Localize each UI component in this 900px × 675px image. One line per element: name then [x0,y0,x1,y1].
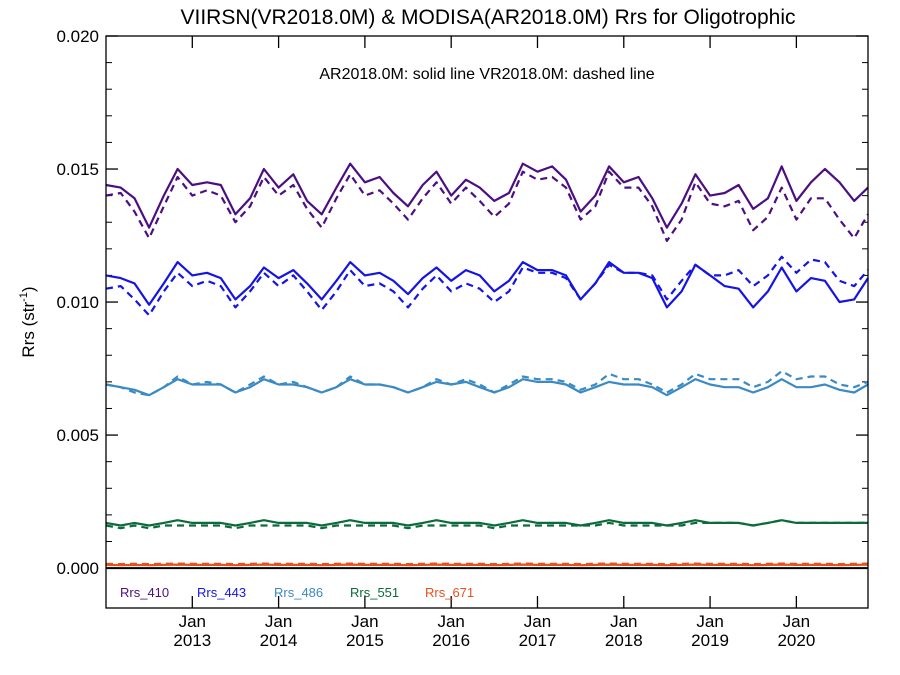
series-line-rrs-671-vr2018-0m [105,562,869,566]
series-line-rrs-486-vr2018-0m [105,370,869,397]
x-tick-label-month: Jan [783,612,810,631]
y-tick-label: 0.010 [56,293,99,312]
x-tick-label-month: Jan [610,612,637,631]
x-tick-label-month: Jan [265,612,292,631]
series-line-rrs-671 [105,563,869,567]
series-line-rrs-410 [105,162,869,229]
y-axis-label-close: ) [19,286,38,292]
y-axis: 0.000 0.005 0.010 0.015 0.020 [56,27,868,578]
legend-item: Rrs_486 [274,585,323,600]
x-axis: Jan2013Jan2014Jan2015Jan2016Jan2017Jan20… [173,36,815,650]
legend-item: Rrs_551 [350,585,399,600]
x-tick-label-year: 2015 [346,631,384,650]
x-tick-label-year: 2014 [260,631,298,650]
x-tick-label-year: 2016 [432,631,470,650]
x-tick-label-month: Jan [351,612,378,631]
legend: Rrs_410 Rrs_443 Rrs_486 Rrs_551 Rrs_671 [120,585,474,600]
legend-item: Rrs_443 [197,585,246,600]
x-tick-label-year: 2019 [691,631,729,650]
chart-title: VIIRSN(VR2018.0M) & MODISA(AR2018.0M) Rr… [180,6,795,29]
plot-frame [105,35,869,609]
y-axis-label-main: Rrs (str [19,302,38,358]
x-tick-label-year: 2013 [173,631,211,650]
series-line-rrs-486 [105,378,869,397]
x-tick-label-year: 2020 [777,631,815,650]
legend-item: Rrs_671 [425,585,474,600]
x-tick-label-year: 2018 [605,631,643,650]
x-tick-label-month: Jan [179,612,206,631]
y-tick-label: 0.000 [56,559,99,578]
plot-series [105,162,869,567]
y-axis-label-superscript: -1 [18,292,30,302]
series-line-rrs-410-vr2018-0m [105,170,869,242]
y-tick-label: 0.020 [56,27,99,46]
series-line-rrs-443 [105,261,869,309]
x-tick-label-month: Jan [524,612,551,631]
x-tick-label-month: Jan [696,612,723,631]
x-tick-label-month: Jan [437,612,464,631]
series-line-rrs-551-vr2018-0m [105,519,868,530]
y-tick-label: 0.015 [56,160,99,179]
y-tick-label: 0.005 [56,426,99,445]
x-tick-label-year: 2017 [519,631,557,650]
chart-subtitle: AR2018.0M: solid line VR2018.0M: dashed … [319,66,654,83]
series-line-rrs-443-vr2018-0m [105,255,869,317]
legend-item: Rrs_410 [120,585,169,600]
y-axis-label: Rrs (str-1) [18,286,38,357]
